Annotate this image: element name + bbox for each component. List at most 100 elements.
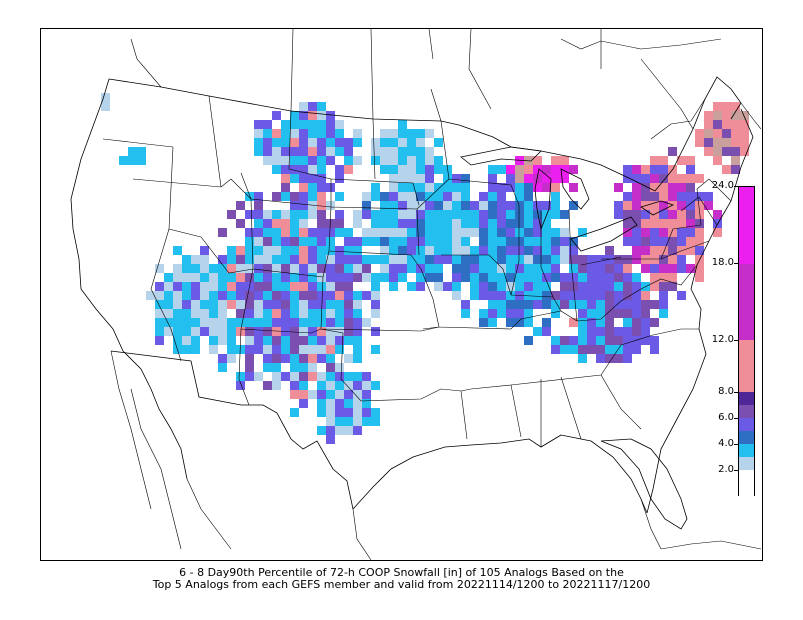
snowfall-cell [128,156,137,165]
snowfall-cell [488,237,497,246]
snowfall-cell [380,228,389,237]
snowfall-cell [641,174,650,183]
snowfall-cell [515,183,524,192]
snowfall-cell [281,300,290,309]
snowfall-cell [470,255,479,264]
snowfall-cell [677,201,686,210]
snowfall-cell [542,318,551,327]
snowfall-cell [650,255,659,264]
snowfall-cell [560,345,569,354]
snowfall-cell [614,183,623,192]
snowfall-cell [461,309,470,318]
snowfall-cell [362,192,371,201]
snowfall-cell [686,210,695,219]
snowfall-cell [272,282,281,291]
snowfall-cell [353,381,362,390]
snowfall-cell [578,318,587,327]
snowfall-cell [641,219,650,228]
snowfall-cell [281,309,290,318]
snowfall-cell [470,246,479,255]
snowfall-cell [704,192,713,201]
snowfall-cell [272,219,281,228]
snowfall-cell [605,282,614,291]
snowfall-cell [596,300,605,309]
snowfall-cell [326,291,335,300]
snowfall-cell [632,291,641,300]
snowfall-cell [362,273,371,282]
snowfall-cell [362,417,371,426]
snowfall-cell [371,408,380,417]
snowfall-cell [344,318,353,327]
snowfall-cell [605,318,614,327]
snowfall-cell [407,282,416,291]
snowfall-cell [389,156,398,165]
snowfall-cell [227,345,236,354]
snowfall-cell [632,255,641,264]
colorbar-segment [739,340,754,392]
snowfall-cell [497,201,506,210]
snowfall-cell [542,165,551,174]
snowfall-cell [335,165,344,174]
snowfall-cell [209,327,218,336]
snowfall-cell [371,183,380,192]
snowfall-cell [488,255,497,264]
snowfall-cell [290,219,299,228]
snowfall-cell [623,210,632,219]
snowfall-cell [308,264,317,273]
snowfall-cell [398,237,407,246]
snowfall-cell [695,237,704,246]
snowfall-cell [164,327,173,336]
snowfall-cell [299,111,308,120]
snowfall-cell [362,291,371,300]
snowfall-cell [461,210,470,219]
snowfall-cell [659,165,668,174]
snowfall-cell [290,291,299,300]
snowfall-cell [506,228,515,237]
snowfall-cell [425,192,434,201]
snowfall-cell [695,201,704,210]
snowfall-cell [326,363,335,372]
map-panel [40,28,763,561]
snowfall-cell [317,327,326,336]
snowfall-cell [272,309,281,318]
snowfall-cell [317,192,326,201]
snowfall-cell [542,255,551,264]
snowfall-cell [227,264,236,273]
snowfall-cell [731,102,740,111]
snowfall-cell [686,174,695,183]
snowfall-cell [650,246,659,255]
snowfall-cell [515,273,524,282]
snowfall-cell [335,300,344,309]
snowfall-cell [722,120,731,129]
snowfall-cell [407,156,416,165]
snowfall-cell [605,273,614,282]
snowfall-cell [650,192,659,201]
snowfall-cell [218,336,227,345]
snowfall-cell [335,309,344,318]
snowfall-cell [479,273,488,282]
snowfall-cell [443,183,452,192]
snowfall-cell [290,201,299,210]
snowfall-cell [623,318,632,327]
snowfall-cell [290,336,299,345]
snowfall-cell [236,300,245,309]
snowfall-cell [317,210,326,219]
snowfall-cell [380,192,389,201]
snowfall-cell [272,381,281,390]
snowfall-cell [524,210,533,219]
snowfall-cell [461,264,470,273]
snowfall-cell [299,147,308,156]
snowfall-cell [164,282,173,291]
snowfall-cell [299,381,308,390]
snowfall-cell [695,129,704,138]
snowfall-cell [407,219,416,228]
snowfall-cell [245,363,254,372]
snowfall-cell [245,237,254,246]
snowfall-cell [479,291,488,300]
snowfall-cell [326,426,335,435]
snowfall-cell [335,210,344,219]
snowfall-cell [641,237,650,246]
snowfall-cell [263,291,272,300]
snowfall-cell [326,237,335,246]
snowfall-cell [299,237,308,246]
